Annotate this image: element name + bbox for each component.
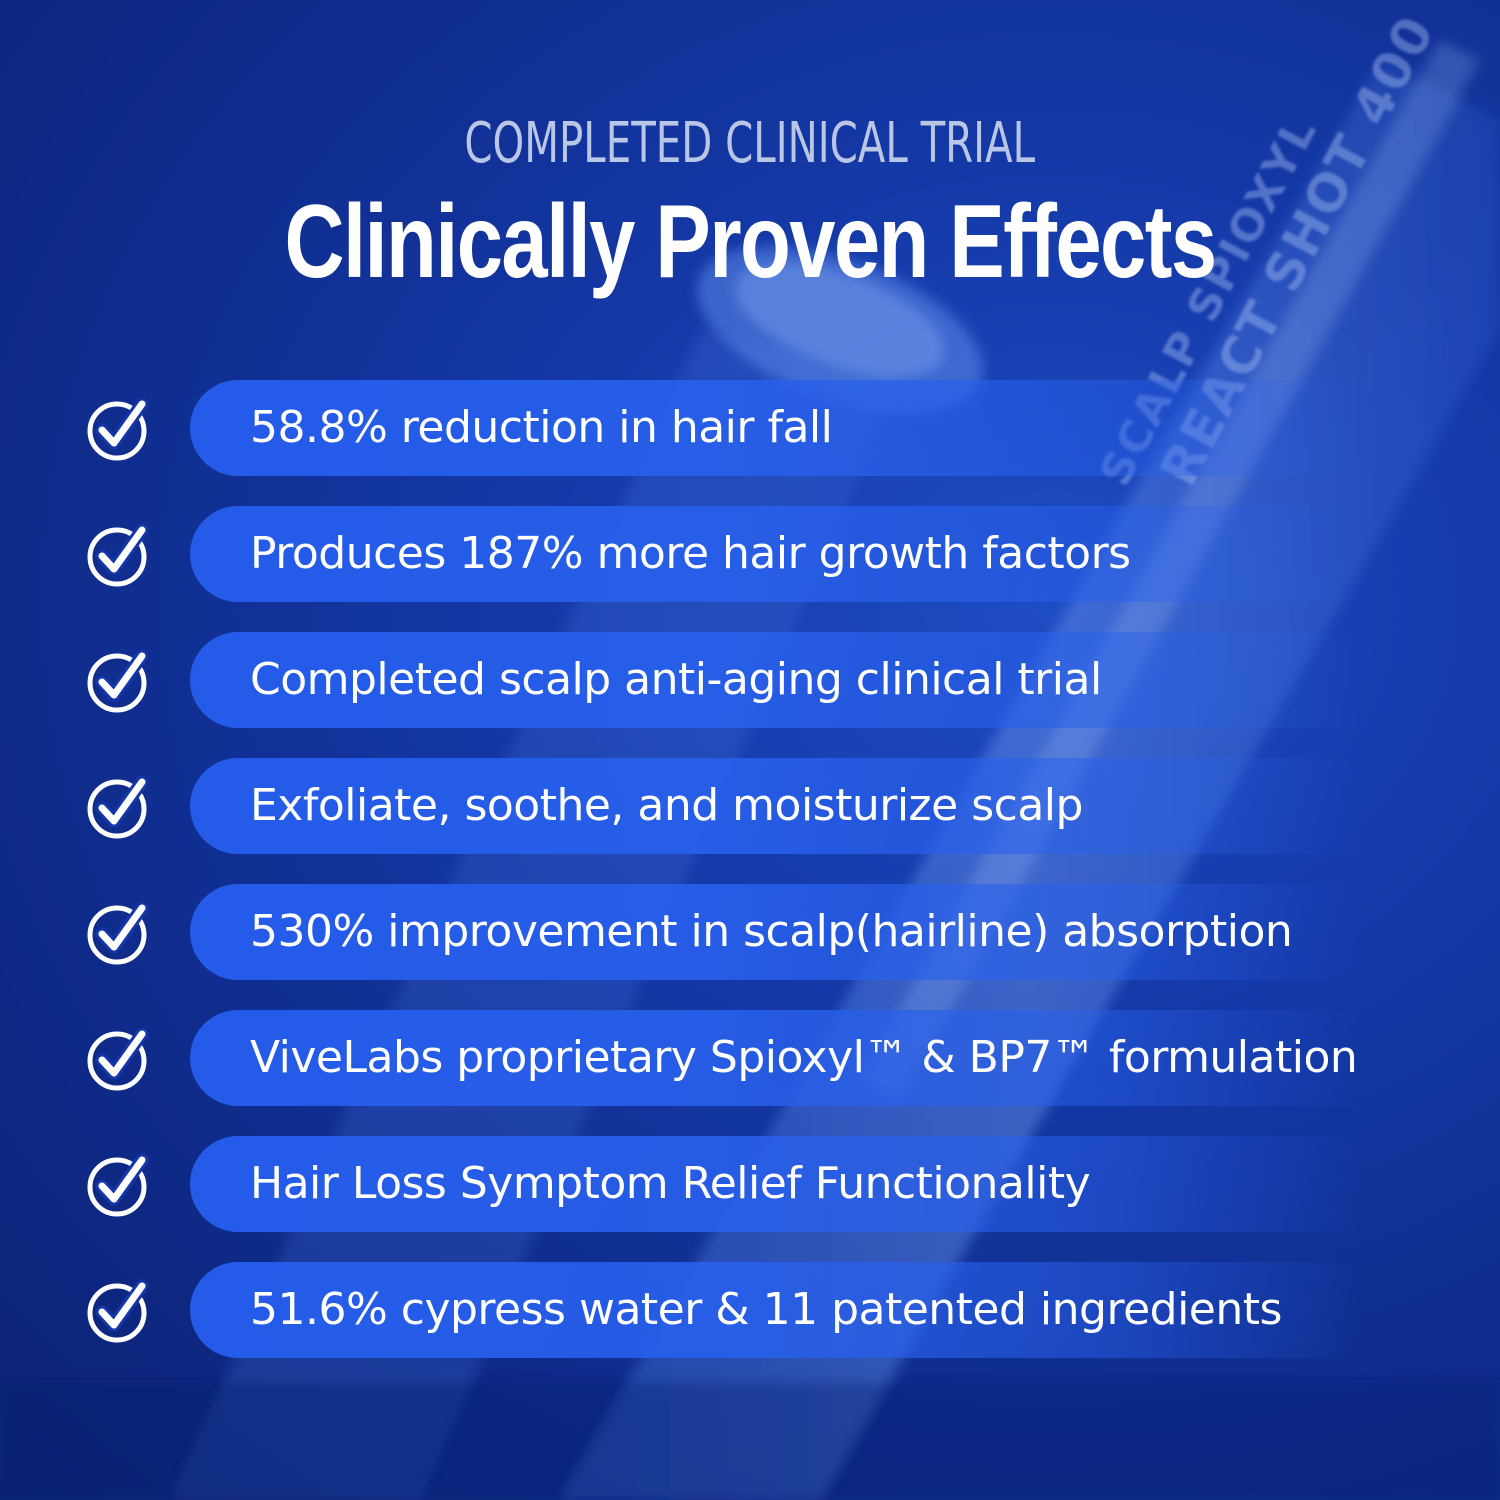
- header: COMPLETED CLINICAL TRIAL Clinically Prov…: [0, 111, 1500, 300]
- check-circle-icon: [86, 1278, 152, 1344]
- benefit-pill: [190, 884, 1360, 980]
- benefit-label: 530% improvement in scalp(hairline) abso…: [250, 906, 1293, 957]
- benefit-label: Hair Loss Symptom Relief Functionality: [250, 1158, 1091, 1209]
- benefit-item: ViveLabs proprietary Spioxyl™ & BP7™ for…: [0, 1010, 1500, 1106]
- benefit-label: 58.8% reduction in hair fall: [250, 402, 833, 453]
- benefit-item: Hair Loss Symptom Relief Functionality: [0, 1136, 1500, 1232]
- benefit-pill: [190, 758, 1360, 854]
- benefit-item: Produces 187% more hair growth factors: [0, 506, 1500, 602]
- page-title: Clinically Proven Effects: [284, 184, 1217, 300]
- benefit-pill: [190, 1136, 1360, 1232]
- benefit-item: 58.8% reduction in hair fall: [0, 380, 1500, 476]
- benefit-item: Exfoliate, soothe, and moisturize scalp: [0, 758, 1500, 854]
- check-circle-icon: [86, 1152, 152, 1218]
- benefit-label: Produces 187% more hair growth factors: [250, 528, 1131, 579]
- eyebrow-text: COMPLETED CLINICAL TRIAL: [464, 111, 1036, 176]
- check-circle-icon: [86, 522, 152, 588]
- check-circle-icon: [86, 1026, 152, 1092]
- benefit-pill: [190, 506, 1360, 602]
- benefit-label: ViveLabs proprietary Spioxyl™ & BP7™ for…: [250, 1032, 1358, 1083]
- benefit-pill: [190, 380, 1360, 476]
- benefit-list: 58.8% reduction in hair fall Produces 187…: [0, 380, 1500, 1388]
- benefit-pill: [190, 1010, 1360, 1106]
- benefit-item: Completed scalp anti-aging clinical tria…: [0, 632, 1500, 728]
- benefit-label: Completed scalp anti-aging clinical tria…: [250, 654, 1102, 705]
- check-circle-icon: [86, 774, 152, 840]
- benefit-item: 51.6% cypress water & 11 patented ingred…: [0, 1262, 1500, 1358]
- benefit-pill: [190, 1262, 1360, 1358]
- benefit-item: 530% improvement in scalp(hairline) abso…: [0, 884, 1500, 980]
- benefit-label: Exfoliate, soothe, and moisturize scalp: [250, 780, 1083, 831]
- benefit-pill: [190, 632, 1360, 728]
- benefit-label: 51.6% cypress water & 11 patented ingred…: [250, 1284, 1282, 1335]
- check-circle-icon: [86, 396, 152, 462]
- check-circle-icon: [86, 900, 152, 966]
- check-circle-icon: [86, 648, 152, 714]
